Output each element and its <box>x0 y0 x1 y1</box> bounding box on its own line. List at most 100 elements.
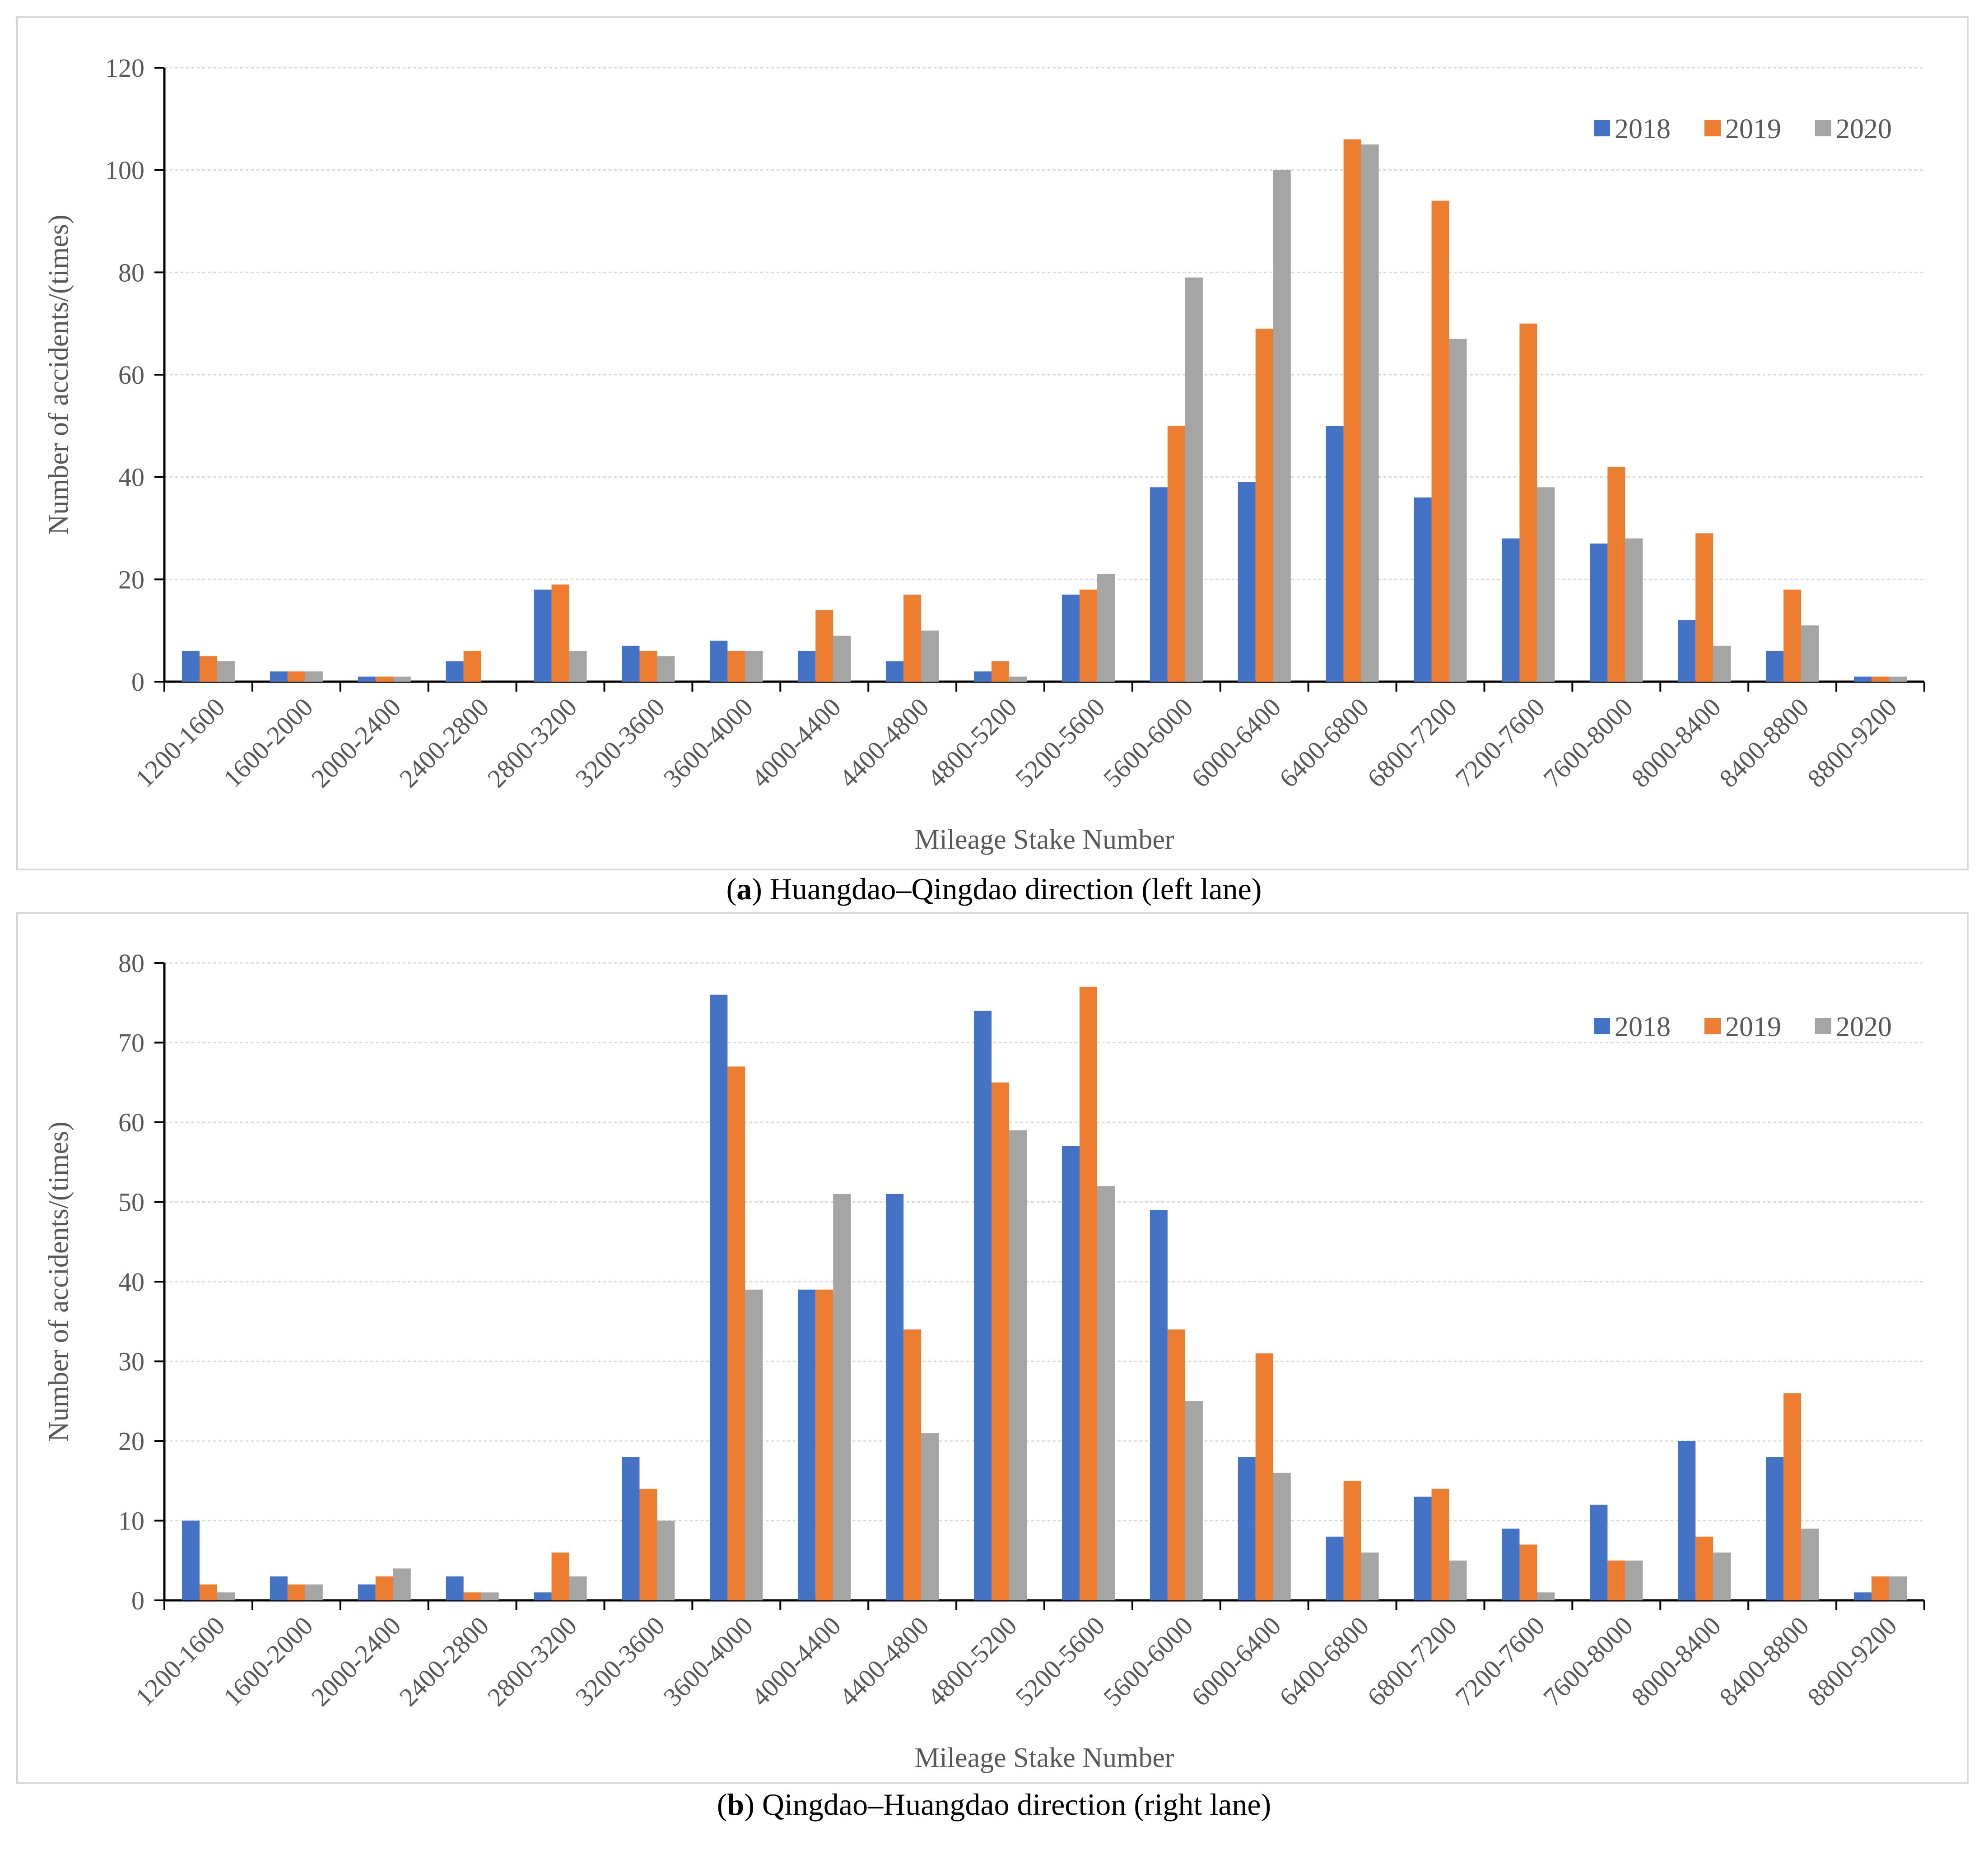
bar-2019-2800-3200 <box>551 584 569 682</box>
x-tick-label: 7600-8000 <box>1537 1611 1639 1712</box>
x-tick-label: 4400-4800 <box>833 1611 935 1712</box>
bar-2020-1200-1600 <box>217 661 235 682</box>
bar-2020-7600-8000 <box>1625 538 1643 682</box>
bar-2018-3600-4000 <box>710 641 728 682</box>
x-tick-label: 1600-2000 <box>218 692 319 793</box>
bar-2020-5200-5600 <box>1097 1186 1115 1600</box>
bar-2020-8000-8400 <box>1713 646 1731 682</box>
bar-2018-2800-3200 <box>534 590 552 682</box>
x-tick-label: 3600-4000 <box>657 692 759 793</box>
caption-b-letter: b <box>727 1787 745 1822</box>
bar-2018-4800-5200 <box>974 671 992 682</box>
bar-2018-6800-7200 <box>1414 497 1432 682</box>
bar-2020-3200-3600 <box>657 656 675 682</box>
chart-panel-a <box>16 16 1969 870</box>
bar-2019-2400-2800 <box>463 1592 481 1600</box>
x-tick-label: 6800-7200 <box>1362 692 1463 793</box>
caption-b: (b) Qingdao–Huangdao direction (right la… <box>717 1787 1271 1822</box>
bar-2020-7600-8000 <box>1625 1560 1643 1600</box>
bar-2018-3200-3600 <box>622 646 640 682</box>
bar-2020-1600-2000 <box>305 1584 323 1600</box>
bar-2019-2400-2800 <box>463 651 481 682</box>
legend-label-2020: 2020 <box>1836 1012 1892 1042</box>
x-tick-label: 4400-4800 <box>833 692 935 793</box>
x-tick-label: 3200-3600 <box>569 692 670 793</box>
bar-2020-3600-4000 <box>745 651 763 682</box>
y-axis-label: Number of accidents/(times) <box>43 1121 74 1441</box>
bar-2019-4400-4800 <box>903 595 922 682</box>
x-tick-label: 3600-4000 <box>657 1611 759 1712</box>
bar-2020-6000-6400 <box>1273 170 1291 682</box>
x-tick-label: 8800-9200 <box>1802 1611 1903 1712</box>
y-tick-label: 120 <box>105 53 144 83</box>
bar-2019-3200-3600 <box>639 1488 657 1600</box>
bar-2020-8000-8400 <box>1713 1553 1731 1600</box>
bar-2020-6400-6800 <box>1361 1553 1379 1600</box>
bar-2019-4000-4400 <box>815 610 833 682</box>
bar-2019-1600-2000 <box>287 671 305 682</box>
bar-2018-1200-1600 <box>182 1520 200 1600</box>
y-tick-label: 100 <box>105 156 144 185</box>
y-tick-label: 40 <box>118 463 144 492</box>
x-axis-label: Mileage Stake Number <box>914 824 1174 855</box>
x-tick-label: 6400-6800 <box>1274 692 1375 793</box>
x-tick-label: 8800-9200 <box>1802 692 1903 793</box>
chart-b: 0 10 20 30 40 50 60 70 80 1200-16001600-20002000-… <box>43 948 1925 1773</box>
bar-2019-5200-5600 <box>1079 986 1097 1600</box>
bar-2020-2000-2400 <box>393 1568 411 1600</box>
bar-2020-2800-3200 <box>569 651 587 682</box>
bar-2018-5200-5600 <box>1062 1146 1080 1600</box>
bar-2019-8800-9200 <box>1872 1576 1890 1600</box>
x-tick-label: 5200-5600 <box>1010 692 1111 793</box>
chart-a: 0 20 40 60 80 100 120 1200-16001600-20002000-24… <box>43 53 1925 855</box>
y-tick-label: 0 <box>131 667 144 697</box>
x-tick-label: 1600-2000 <box>218 1611 319 1712</box>
x-tick-label: 4000-4400 <box>745 692 847 793</box>
x-tick-label: 4800-5200 <box>922 1611 1023 1712</box>
y-tick-label: 70 <box>118 1028 144 1058</box>
bar-2020-8400-8800 <box>1801 625 1819 682</box>
bar-2018-5600-6000 <box>1150 1210 1168 1600</box>
bar-2018-7200-7600 <box>1502 1529 1520 1600</box>
legend-label-2019: 2019 <box>1725 114 1781 144</box>
bar-2018-4000-4400 <box>798 1289 816 1600</box>
x-tick-label: 8400-8800 <box>1713 692 1815 793</box>
x-tick-label: 7600-8000 <box>1537 692 1639 793</box>
x-tick-label: 5600-6000 <box>1098 1611 1199 1712</box>
bar-2018-2800-3200 <box>534 1592 552 1600</box>
bar-2018-4000-4400 <box>798 651 816 682</box>
bar-2019-4000-4400 <box>815 1289 833 1600</box>
x-tick-label: 7200-7600 <box>1449 692 1550 793</box>
x-tick-label: 6800-7200 <box>1362 1611 1463 1712</box>
legend-label-2019: 2019 <box>1725 1012 1781 1042</box>
bar-2019-7600-8000 <box>1607 467 1625 682</box>
bar-2019-4400-4800 <box>903 1329 922 1600</box>
bar-2018-2400-2800 <box>446 1576 464 1600</box>
bar-2020-1600-2000 <box>305 671 323 682</box>
legend-swatch-2019 <box>1704 1018 1721 1034</box>
bar-2019-2000-2400 <box>375 1576 393 1600</box>
bar-2019-6000-6400 <box>1255 1353 1273 1600</box>
bar-2018-7600-8000 <box>1590 1505 1608 1600</box>
legend-swatch-2018 <box>1594 1018 1610 1034</box>
bar-2019-8400-8800 <box>1783 590 1802 682</box>
bar-2019-7600-8000 <box>1607 1560 1625 1600</box>
y-axis-label: Number of accidents/(times) <box>43 214 74 535</box>
legend-swatch-2020 <box>1815 120 1831 136</box>
y-tick-label: 20 <box>118 1427 144 1456</box>
x-tick-label: 5600-6000 <box>1098 692 1199 793</box>
bar-2019-6400-6800 <box>1343 139 1361 682</box>
x-tick-label: 8000-8400 <box>1625 692 1727 793</box>
y-tick-label: 40 <box>118 1267 144 1297</box>
caption-b-text: Qingdao–Huangdao direction (right lane) <box>754 1787 1271 1822</box>
bar-2020-4400-4800 <box>921 1433 939 1600</box>
x-tick-label: 5200-5600 <box>1010 1611 1111 1712</box>
bar-2020-6000-6400 <box>1273 1473 1291 1600</box>
bar-2020-6400-6800 <box>1361 144 1379 682</box>
y-tick-label: 20 <box>118 565 144 594</box>
x-tick-label: 2400-2800 <box>394 1611 495 1712</box>
bar-2020-4800-5200 <box>1009 676 1027 682</box>
bar-2019-8000-8400 <box>1695 1536 1713 1600</box>
y-tick-label: 0 <box>131 1586 144 1615</box>
